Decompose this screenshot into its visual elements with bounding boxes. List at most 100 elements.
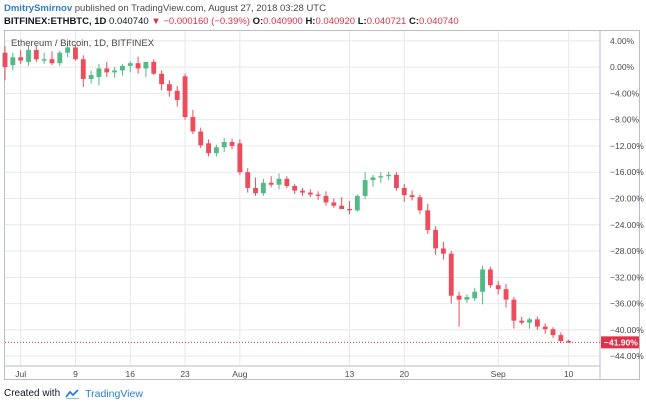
candle-body [495, 285, 501, 290]
candle-body [558, 335, 564, 342]
candle-body [503, 289, 509, 300]
candle-body [73, 47, 78, 60]
candle [49, 51, 55, 66]
candle [472, 287, 478, 301]
y-tick-label: −40.00% [610, 325, 644, 335]
author-link[interactable]: DmitrySmirnov [4, 3, 73, 14]
candle-body [41, 59, 47, 61]
candle [527, 318, 532, 329]
candle [104, 61, 110, 77]
y-tick-label: −32.00% [610, 272, 644, 282]
candle [464, 294, 470, 303]
y-tick-label: −12.00% [610, 141, 644, 151]
candle-body [472, 291, 478, 299]
candle-body [323, 195, 329, 203]
x-tick-label: 9 [73, 369, 78, 379]
candle [112, 67, 118, 78]
candle [135, 56, 141, 74]
candle-body [456, 295, 462, 300]
candle-body [331, 202, 337, 206]
last-price-badge [601, 336, 639, 349]
tradingview-link[interactable]: TradingView [85, 388, 143, 400]
candle [190, 109, 196, 135]
candle [558, 332, 564, 343]
candle [268, 176, 274, 188]
candle-body [284, 178, 290, 187]
candle [300, 187, 305, 196]
candle [534, 316, 540, 330]
publication-header: DmitrySmirnov published on TradingView.c… [4, 2, 326, 15]
candle-body [80, 59, 86, 79]
candle-body [174, 90, 180, 100]
candle-body [198, 131, 204, 146]
candle-body [386, 174, 392, 177]
y-tick-label: 4.00% [610, 36, 635, 46]
candle [41, 52, 47, 64]
y-tick-label: −36.00% [610, 299, 644, 309]
candle [88, 70, 94, 84]
candle [80, 55, 86, 87]
last-price: 0.040740 [109, 16, 149, 27]
candle-body [362, 180, 368, 196]
candle [96, 63, 102, 86]
candle [566, 339, 572, 344]
candle-body [253, 187, 258, 194]
candle [65, 43, 71, 58]
y-tick-label: −24.00% [610, 220, 644, 230]
candle [166, 80, 172, 97]
candle [339, 197, 345, 210]
candle [307, 189, 313, 198]
close-label: C: [408, 16, 419, 27]
candle-body [378, 176, 384, 178]
candle [213, 144, 219, 157]
candle-body [527, 319, 532, 323]
down-arrow-icon: ▼ [151, 16, 161, 27]
candle-body [519, 320, 525, 323]
y-tick-label: −8.00% [610, 115, 640, 125]
candle-body [245, 172, 251, 188]
candle [354, 194, 360, 212]
high-value: 0.040920 [315, 16, 356, 27]
candle [2, 46, 8, 81]
candle [151, 59, 157, 76]
candle-body [143, 61, 149, 69]
x-tick-label: Sep [491, 369, 506, 379]
x-tick-label: 20 [400, 369, 410, 379]
grid-lines [5, 31, 600, 366]
candle [292, 184, 298, 194]
candle-body [151, 61, 157, 74]
open-value: 0.040900 [263, 16, 303, 27]
chart-title: Ethereum / Bitcoin, 1D, BITFINEX [11, 38, 155, 49]
candle [284, 176, 290, 188]
candle [417, 194, 423, 215]
candle-body [18, 57, 24, 61]
candle-body [534, 319, 540, 327]
candle [487, 266, 493, 288]
candle-body [440, 248, 446, 254]
candle [276, 173, 282, 190]
candle [315, 191, 321, 200]
candle [511, 297, 517, 329]
candle [143, 61, 149, 77]
y-tick-label: −44.00% [610, 351, 644, 361]
candle [260, 178, 266, 196]
candle [198, 127, 204, 148]
y-axis: 4.00% 0.00% −4.00% −8.00% −12.00% −16.00% −20.… [599, 31, 644, 380]
candle [57, 50, 63, 66]
candle [503, 283, 509, 308]
x-tick-label: Jul [15, 369, 26, 379]
candle-body [237, 143, 243, 173]
candle-body [292, 186, 298, 191]
candles [2, 43, 572, 344]
candle-body [268, 182, 274, 185]
candle [237, 139, 243, 175]
candle-body [409, 195, 415, 198]
candle-body [88, 75, 94, 79]
candle [386, 171, 392, 181]
candle [229, 138, 235, 150]
candle-body [401, 187, 407, 196]
tradingview-logo-icon [65, 389, 80, 399]
candle [519, 316, 525, 325]
candle [448, 251, 454, 304]
